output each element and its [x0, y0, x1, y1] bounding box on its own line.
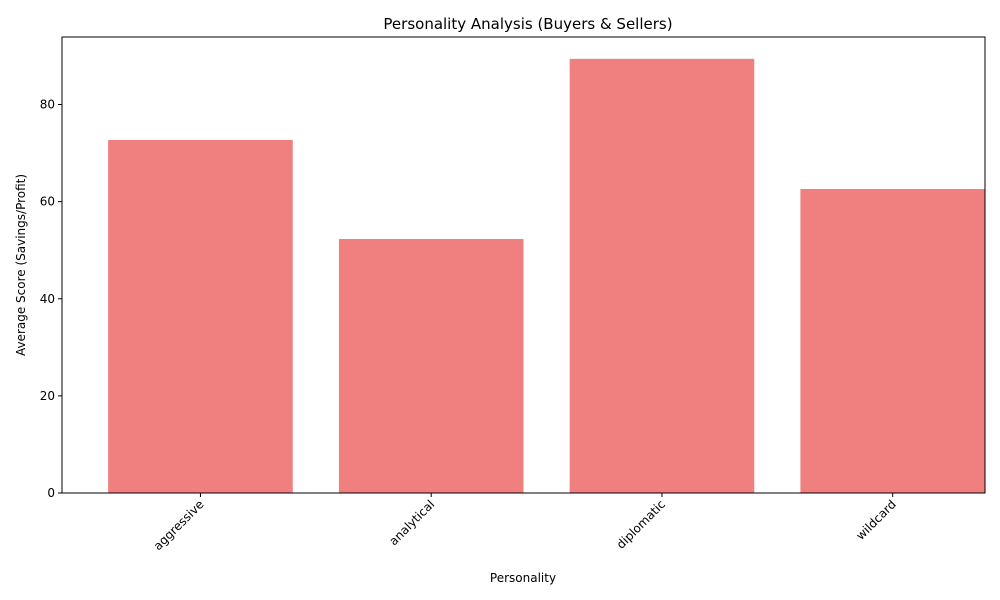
- x-tick-label: analytical: [386, 497, 437, 548]
- x-tick-label: wildcard: [853, 497, 899, 543]
- y-tick-label: 0: [47, 486, 55, 500]
- y-axis-label: Average Score (Savings/Profit): [14, 174, 28, 356]
- y-tick-label: 40: [40, 292, 55, 306]
- x-axis-label: Personality: [490, 571, 556, 585]
- x-tick-label: diplomatic: [614, 497, 668, 551]
- x-axis-ticks: aggressive analytical diplomatic wildcard: [151, 493, 899, 553]
- bar-analytical: [338, 239, 524, 493]
- y-tick-label: 20: [40, 389, 55, 403]
- bar-aggressive: [108, 139, 293, 493]
- chart-title: Personality Analysis (Buyers & Sellers): [383, 15, 672, 33]
- y-axis-ticks: 0 20 40 60 80: [40, 98, 62, 500]
- plot-frame: [61, 36, 986, 494]
- bars-group: [108, 58, 985, 493]
- x-tick-label: aggressive: [151, 497, 207, 553]
- bar-diplomatic: [569, 58, 755, 493]
- y-tick-label: 60: [40, 195, 55, 209]
- y-tick-label: 80: [40, 98, 55, 112]
- bar-wildcard: [800, 189, 985, 493]
